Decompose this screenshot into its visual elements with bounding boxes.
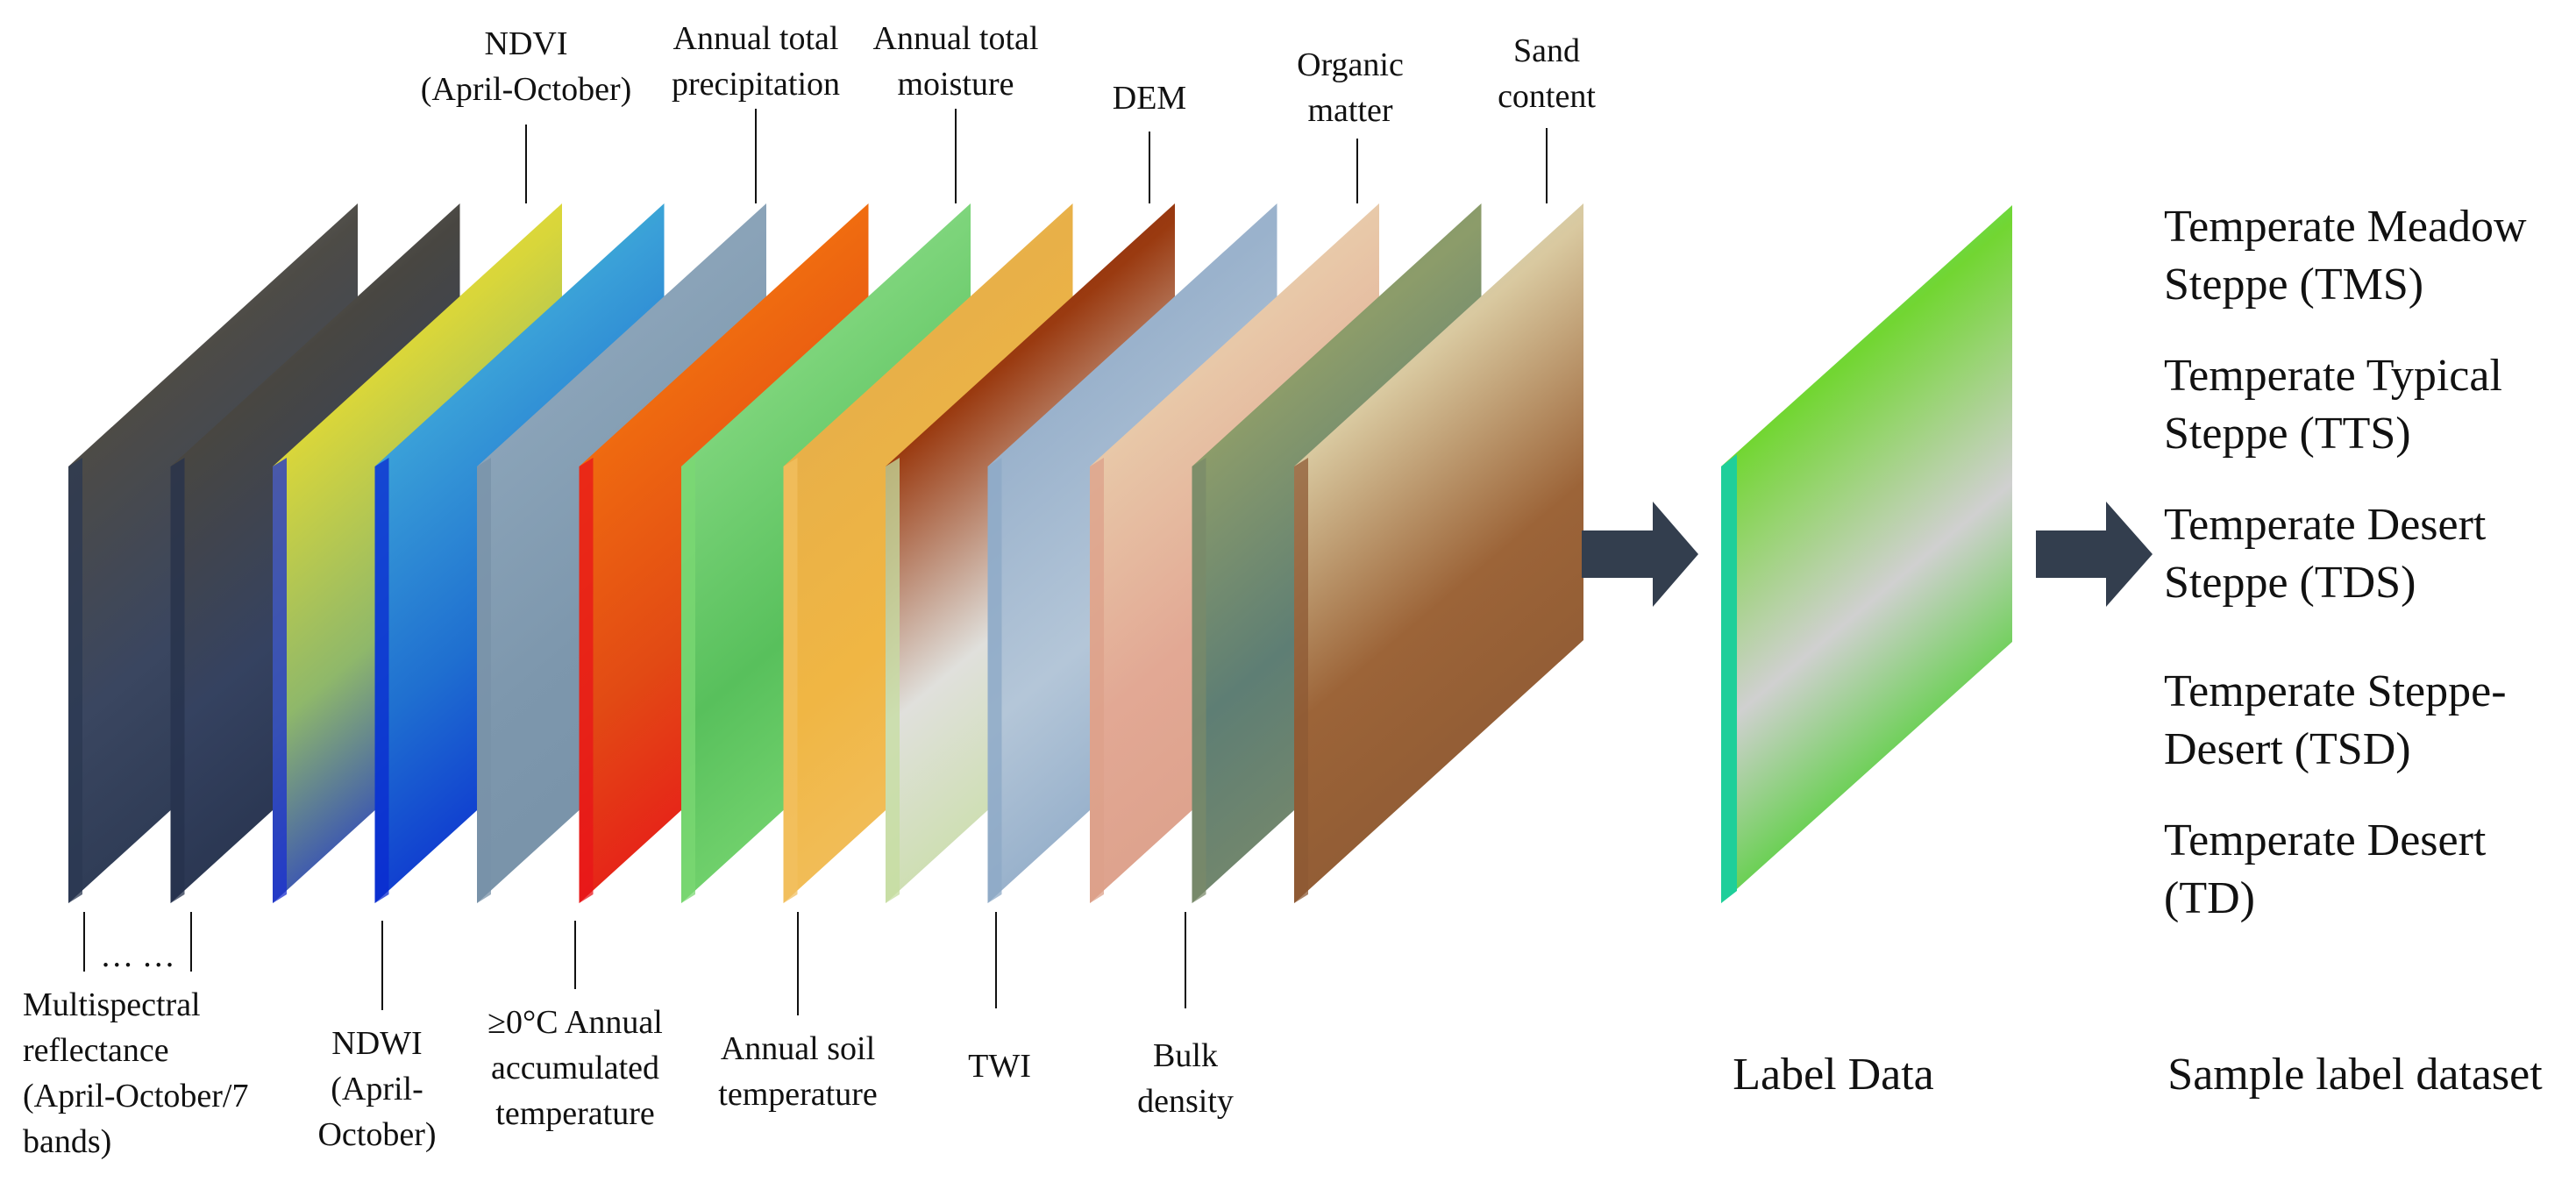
multispectral-layer-1-edge (68, 458, 82, 903)
label-dots: … … (100, 937, 175, 974)
label-moisture: Annual total moisture (872, 20, 1039, 103)
class-tsd: Temperate Steppe- Desert (TSD) (2164, 666, 2507, 774)
accumulated-temperature-layer-edge (477, 458, 491, 903)
label-sand-content: Sand content (1498, 32, 1596, 115)
soil-temperature-layer-edge (783, 458, 798, 903)
precipitation-layer-edge (579, 458, 594, 903)
label-dem: DEM (1112, 80, 1187, 117)
sample-label-dataset-title: Sample label dataset (2167, 1050, 2543, 1100)
sand-content-layer-edge (1294, 458, 1308, 903)
label-bulk-density: Bulk density (1137, 1037, 1234, 1120)
multispectral-layer-2-edge (170, 458, 185, 903)
label-organic-matter: Organic matter (1297, 46, 1404, 129)
label-data-edge (1721, 454, 1737, 903)
twi-layer-edge (987, 458, 1002, 903)
label-ndvi: NDVI (April-October) (420, 25, 632, 108)
class-tds: Temperate Desert Steppe (TDS) (2164, 500, 2487, 608)
label-precipitation: Annual total precipitation (671, 20, 841, 103)
class-tts: Temperate Typical Steppe (TTS) (2164, 351, 2502, 459)
label-data-face (1721, 205, 2012, 903)
label-soil-temperature: Annual soil temperature (718, 1030, 878, 1113)
label-data-title: Label Data (1733, 1050, 1934, 1100)
label-multispectral: Multispectral reflectance (April-October/… (23, 986, 249, 1160)
moisture-layer-edge (681, 458, 695, 903)
layers-group (68, 203, 1583, 903)
arrow-to-label-data (1582, 502, 1698, 607)
class-tms: Temperate Meadow Steppe (TMS) (2164, 202, 2527, 310)
ndvi-layer-edge (273, 458, 287, 903)
class-td: Temperate Desert (TD) (2164, 815, 2487, 923)
ndwi-layer-edge (374, 458, 389, 903)
bulk-density-layer-edge (1192, 458, 1206, 903)
dem-layer-edge (886, 458, 900, 903)
label-accumulated-temperature: ≥0°C Annual accumulated temperature (487, 1004, 663, 1132)
label-data-layer (1721, 205, 2012, 903)
organic-matter-layer-edge (1090, 458, 1104, 903)
sand-content-layer (1294, 203, 1583, 903)
label-twi: TWI (968, 1048, 1031, 1085)
arrow-to-sample-dataset (2036, 502, 2153, 607)
label-ndwi: NDWI (April- October) (317, 1025, 437, 1153)
leader-lines (83, 109, 1548, 1015)
